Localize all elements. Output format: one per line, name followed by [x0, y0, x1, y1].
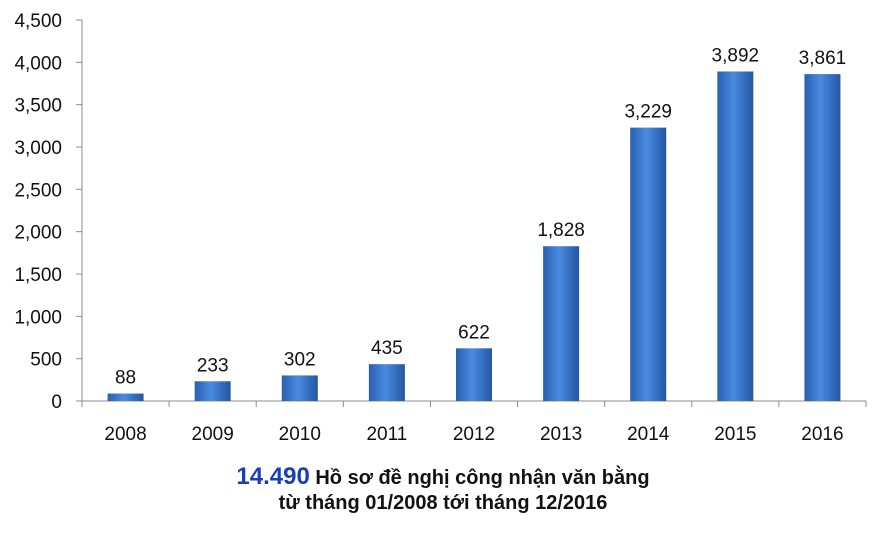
y-tick-label: 3,000	[14, 138, 62, 159]
y-tick-label: 4,000	[14, 53, 62, 74]
data-labels: 88 233 302 435 622 1,828 3,229 3,892 3,861	[115, 45, 846, 388]
bar-2011	[368, 364, 405, 401]
data-label: 233	[197, 355, 229, 376]
bar-2015	[717, 71, 754, 402]
bar-2010	[281, 375, 318, 401]
x-tick-label: 2015	[714, 424, 756, 445]
y-tick-label: 4,500	[14, 11, 62, 32]
caption-line-2: từ tháng 01/2008 tới tháng 12/2016	[278, 492, 608, 514]
data-label: 435	[371, 338, 403, 359]
x-tick-label: 2013	[540, 424, 582, 445]
x-tick-label: 2009	[192, 424, 234, 445]
caption-total: 14.490	[236, 463, 310, 490]
bars	[107, 71, 841, 402]
x-tick-label: 2016	[801, 424, 843, 445]
axes: 0 500 1,000 1,500 2,000 2,500 3,000 3,500 4,000 4…	[14, 11, 867, 445]
caption-text: Hồ sơ đề nghị công nhận văn bằng	[309, 467, 650, 489]
x-tick-label: 2014	[627, 424, 670, 445]
bar-chart: 0 500 1,000 1,500 2,000 2,500 3,000 3,500 4,000 4…	[14, 11, 867, 445]
bar-2008	[107, 393, 144, 401]
data-label: 88	[115, 368, 136, 389]
bar-2016	[804, 74, 841, 402]
data-label: 302	[284, 349, 316, 370]
y-tick-label: 0	[51, 392, 62, 413]
y-tick-label: 500	[30, 350, 62, 371]
x-tick-label: 2011	[366, 424, 407, 445]
data-label: 3,892	[712, 45, 760, 66]
y-tick-label: 2,500	[14, 180, 62, 201]
y-tick-label: 2,000	[14, 223, 62, 244]
y-tick-label: 3,500	[14, 96, 62, 117]
data-label: 622	[458, 322, 490, 343]
bar-2014	[630, 127, 667, 402]
data-label: 1,828	[537, 220, 585, 241]
bar-2009	[194, 381, 231, 401]
x-tick-label: 2012	[453, 424, 495, 445]
x-tick-label: 2010	[279, 424, 321, 445]
data-label: 3,861	[799, 48, 847, 69]
x-tick-label: 2008	[104, 424, 146, 445]
y-tick-label: 1,000	[14, 307, 62, 328]
bar-2013	[543, 246, 580, 401]
bar-2012	[456, 348, 492, 401]
caption-line-1: 14.490 Hồ sơ đề nghị công nhận văn bằng	[0, 463, 886, 491]
y-tick-label: 1,500	[14, 265, 62, 286]
data-label: 3,229	[624, 102, 672, 123]
